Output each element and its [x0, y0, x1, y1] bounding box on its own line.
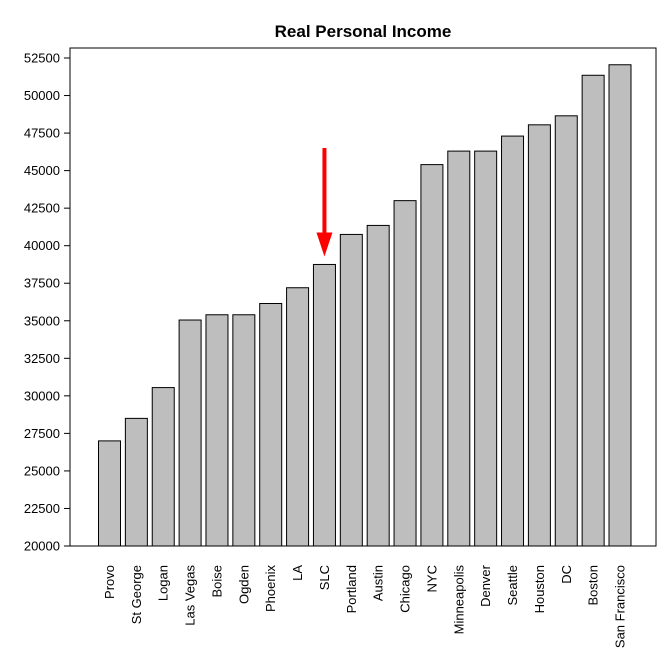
- category-label: Phoenix: [263, 565, 278, 612]
- bar: [420, 164, 444, 547]
- y-tick-label: 52500: [24, 51, 60, 66]
- bar: [581, 74, 605, 547]
- y-tick-label: 50000: [24, 88, 60, 103]
- arrow-head: [316, 232, 333, 257]
- y-tick-label: 37500: [24, 276, 60, 291]
- category-label: Chicago: [398, 565, 413, 613]
- y-tick-label: 35000: [24, 313, 60, 328]
- y-tick-label: 20000: [24, 539, 60, 554]
- category-label: NYC: [424, 565, 439, 592]
- chart-title: Real Personal Income: [275, 22, 452, 41]
- y-tick-label: 22500: [24, 501, 60, 516]
- bar: [447, 150, 471, 547]
- category-label: Seattle: [505, 565, 520, 605]
- category-label: DC: [559, 565, 574, 584]
- category-label: Ogden: [236, 565, 251, 604]
- category-label: Boise: [209, 565, 224, 598]
- bars: [98, 64, 632, 547]
- bar: [608, 64, 632, 547]
- bar: [151, 387, 175, 547]
- y-tick-label: 32500: [24, 351, 60, 366]
- bar: [501, 135, 525, 547]
- category-label: SLC: [317, 565, 332, 590]
- bar: [554, 115, 578, 547]
- bar: [527, 124, 551, 547]
- y-tick-label: 42500: [24, 201, 60, 216]
- y-tick-label: 47500: [24, 126, 60, 141]
- category-label: Boston: [586, 565, 601, 605]
- category-label: Provo: [102, 565, 117, 599]
- bar: [205, 314, 229, 547]
- annotation: [316, 148, 333, 257]
- category-label: Austin: [371, 565, 386, 601]
- category-label: St George: [129, 565, 144, 624]
- y-axis: 20000 22500 25000 27500 30000 32500 35000 37500…: [24, 51, 70, 554]
- bar: [312, 263, 336, 547]
- category-label: Houston: [532, 565, 547, 613]
- category-label: San Francisco: [613, 565, 628, 648]
- category-label: Logan: [156, 565, 171, 601]
- bar: [393, 200, 417, 547]
- category-label: Minneapolis: [451, 565, 466, 635]
- bar: [339, 233, 363, 547]
- bar: [474, 150, 498, 547]
- bar: [98, 440, 121, 547]
- y-tick-label: 25000: [24, 463, 60, 478]
- y-tick-label: 27500: [24, 426, 60, 441]
- category-label: Denver: [478, 564, 493, 607]
- category-labels: Provo St George Logan Las Vegas Boise Ogden Ph…: [102, 564, 628, 648]
- y-tick-label: 30000: [24, 388, 60, 403]
- bar: [259, 303, 283, 547]
- category-label: Portland: [344, 565, 359, 613]
- bar: [178, 319, 202, 547]
- category-label: Las Vegas: [183, 565, 198, 626]
- plot-frame: [69, 47, 657, 547]
- bar: [124, 417, 148, 547]
- bar: [366, 224, 390, 547]
- bar: [232, 314, 256, 547]
- bar: [286, 287, 310, 547]
- y-tick-label: 45000: [24, 163, 60, 178]
- y-tick-label: 40000: [24, 238, 60, 253]
- category-label: LA: [290, 565, 305, 581]
